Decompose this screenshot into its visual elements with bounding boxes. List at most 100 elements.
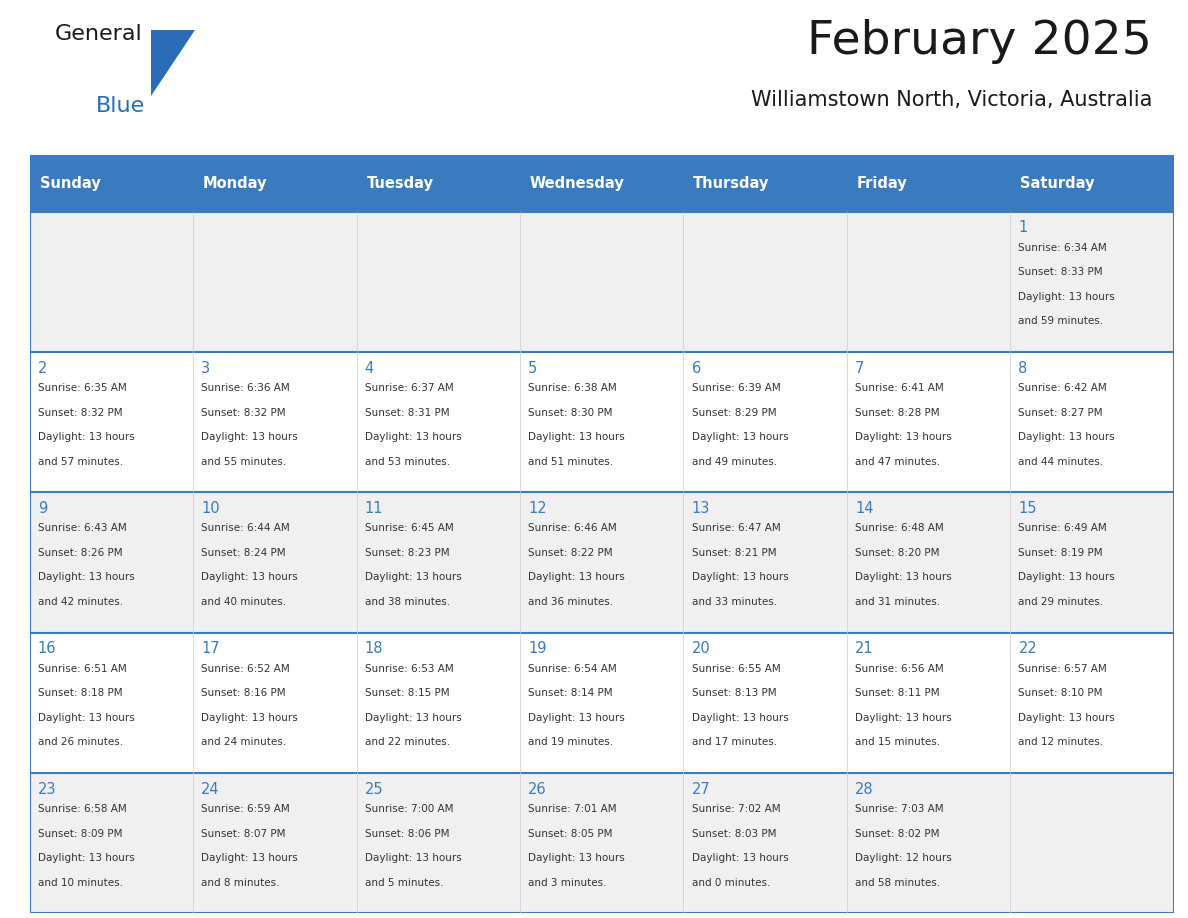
Text: and 38 minutes.: and 38 minutes. xyxy=(365,597,450,607)
Text: Daylight: 13 hours: Daylight: 13 hours xyxy=(365,712,461,722)
Text: Sunrise: 6:57 AM: Sunrise: 6:57 AM xyxy=(1018,664,1107,674)
Text: Sunrise: 6:37 AM: Sunrise: 6:37 AM xyxy=(365,383,454,393)
Text: and 42 minutes.: and 42 minutes. xyxy=(38,597,124,607)
Text: Sunset: 8:32 PM: Sunset: 8:32 PM xyxy=(38,408,122,418)
Text: Daylight: 13 hours: Daylight: 13 hours xyxy=(201,573,298,582)
Text: Sunset: 8:07 PM: Sunset: 8:07 PM xyxy=(201,829,286,838)
Bar xyxy=(847,212,1010,353)
Bar xyxy=(30,633,194,773)
Text: Sunrise: 6:38 AM: Sunrise: 6:38 AM xyxy=(529,383,617,393)
Text: Sunrise: 6:42 AM: Sunrise: 6:42 AM xyxy=(1018,383,1107,393)
Text: Daylight: 13 hours: Daylight: 13 hours xyxy=(38,573,134,582)
Text: 20: 20 xyxy=(691,641,710,656)
Bar xyxy=(847,633,1010,773)
Bar xyxy=(520,492,683,633)
Text: 14: 14 xyxy=(855,501,873,516)
Bar xyxy=(30,492,194,633)
Text: Daylight: 13 hours: Daylight: 13 hours xyxy=(691,853,789,863)
Bar xyxy=(356,773,520,913)
Text: 19: 19 xyxy=(529,641,546,656)
Text: Sunrise: 6:34 AM: Sunrise: 6:34 AM xyxy=(1018,242,1107,252)
Polygon shape xyxy=(151,30,195,96)
Text: Wednesday: Wednesday xyxy=(530,176,625,191)
Text: and 53 minutes.: and 53 minutes. xyxy=(365,457,450,466)
Text: Sunset: 8:13 PM: Sunset: 8:13 PM xyxy=(691,688,776,699)
Text: Daylight: 13 hours: Daylight: 13 hours xyxy=(1018,432,1116,442)
Bar xyxy=(1010,773,1174,913)
Text: Daylight: 13 hours: Daylight: 13 hours xyxy=(38,853,134,863)
Text: Daylight: 13 hours: Daylight: 13 hours xyxy=(691,573,789,582)
Text: 26: 26 xyxy=(529,781,546,797)
Text: Sunrise: 6:47 AM: Sunrise: 6:47 AM xyxy=(691,523,781,533)
Text: Sunrise: 6:49 AM: Sunrise: 6:49 AM xyxy=(1018,523,1107,533)
Text: Sunset: 8:22 PM: Sunset: 8:22 PM xyxy=(529,548,613,558)
Text: 2: 2 xyxy=(38,361,48,375)
Bar xyxy=(356,212,520,353)
Text: Sunset: 8:20 PM: Sunset: 8:20 PM xyxy=(855,548,940,558)
Text: Sunset: 8:18 PM: Sunset: 8:18 PM xyxy=(38,688,122,699)
Bar xyxy=(194,212,356,353)
Text: Sunset: 8:21 PM: Sunset: 8:21 PM xyxy=(691,548,776,558)
Text: Sunset: 8:19 PM: Sunset: 8:19 PM xyxy=(1018,548,1104,558)
Text: Daylight: 13 hours: Daylight: 13 hours xyxy=(38,712,134,722)
Bar xyxy=(1010,212,1174,353)
Text: and 31 minutes.: and 31 minutes. xyxy=(855,597,940,607)
Text: Sunrise: 7:03 AM: Sunrise: 7:03 AM xyxy=(855,804,943,814)
Text: Daylight: 13 hours: Daylight: 13 hours xyxy=(529,853,625,863)
Bar xyxy=(683,492,847,633)
Bar xyxy=(1010,492,1174,633)
Text: Daylight: 13 hours: Daylight: 13 hours xyxy=(691,432,789,442)
Text: Daylight: 13 hours: Daylight: 13 hours xyxy=(201,712,298,722)
Text: Sunrise: 6:52 AM: Sunrise: 6:52 AM xyxy=(201,664,290,674)
Text: Daylight: 12 hours: Daylight: 12 hours xyxy=(855,853,952,863)
Text: 3: 3 xyxy=(201,361,210,375)
Text: Sunset: 8:33 PM: Sunset: 8:33 PM xyxy=(1018,267,1104,277)
Text: Sunset: 8:14 PM: Sunset: 8:14 PM xyxy=(529,688,613,699)
Text: Daylight: 13 hours: Daylight: 13 hours xyxy=(38,432,134,442)
Text: 12: 12 xyxy=(529,501,546,516)
Text: and 19 minutes.: and 19 minutes. xyxy=(529,737,613,747)
Text: and 40 minutes.: and 40 minutes. xyxy=(201,597,286,607)
Text: Daylight: 13 hours: Daylight: 13 hours xyxy=(855,712,952,722)
Text: Sunrise: 7:01 AM: Sunrise: 7:01 AM xyxy=(529,804,617,814)
Text: Daylight: 13 hours: Daylight: 13 hours xyxy=(529,432,625,442)
Text: Daylight: 13 hours: Daylight: 13 hours xyxy=(529,712,625,722)
Text: Sunrise: 6:51 AM: Sunrise: 6:51 AM xyxy=(38,664,127,674)
Text: and 17 minutes.: and 17 minutes. xyxy=(691,737,777,747)
Text: and 24 minutes.: and 24 minutes. xyxy=(201,737,286,747)
Text: and 10 minutes.: and 10 minutes. xyxy=(38,878,122,888)
Text: Sunset: 8:10 PM: Sunset: 8:10 PM xyxy=(1018,688,1102,699)
Bar xyxy=(847,773,1010,913)
Bar xyxy=(520,155,683,212)
Text: Tuesday: Tuesday xyxy=(366,176,434,191)
Text: Sunrise: 6:39 AM: Sunrise: 6:39 AM xyxy=(691,383,781,393)
Text: 8: 8 xyxy=(1018,361,1028,375)
Text: and 5 minutes.: and 5 minutes. xyxy=(365,878,443,888)
Bar xyxy=(683,773,847,913)
Text: and 44 minutes.: and 44 minutes. xyxy=(1018,457,1104,466)
Text: and 36 minutes.: and 36 minutes. xyxy=(529,597,613,607)
Text: Sunset: 8:31 PM: Sunset: 8:31 PM xyxy=(365,408,449,418)
Text: Williamstown North, Victoria, Australia: Williamstown North, Victoria, Australia xyxy=(751,90,1152,110)
Bar xyxy=(520,353,683,492)
Bar xyxy=(847,155,1010,212)
Text: Daylight: 13 hours: Daylight: 13 hours xyxy=(1018,292,1116,302)
Text: and 15 minutes.: and 15 minutes. xyxy=(855,737,940,747)
Text: and 8 minutes.: and 8 minutes. xyxy=(201,878,280,888)
Text: Sunrise: 6:56 AM: Sunrise: 6:56 AM xyxy=(855,664,943,674)
Text: 24: 24 xyxy=(201,781,220,797)
Text: General: General xyxy=(55,24,143,44)
Text: and 51 minutes.: and 51 minutes. xyxy=(529,457,613,466)
Text: Friday: Friday xyxy=(857,176,908,191)
Text: Sunrise: 6:55 AM: Sunrise: 6:55 AM xyxy=(691,664,781,674)
Text: Sunrise: 6:54 AM: Sunrise: 6:54 AM xyxy=(529,664,617,674)
Text: Blue: Blue xyxy=(96,96,145,116)
Text: Sunset: 8:32 PM: Sunset: 8:32 PM xyxy=(201,408,286,418)
Text: Sunrise: 6:35 AM: Sunrise: 6:35 AM xyxy=(38,383,127,393)
Text: Sunset: 8:29 PM: Sunset: 8:29 PM xyxy=(691,408,776,418)
Text: 1: 1 xyxy=(1018,220,1028,235)
Bar xyxy=(683,155,847,212)
Text: 16: 16 xyxy=(38,641,56,656)
Bar xyxy=(847,353,1010,492)
Text: Sunset: 8:23 PM: Sunset: 8:23 PM xyxy=(365,548,449,558)
